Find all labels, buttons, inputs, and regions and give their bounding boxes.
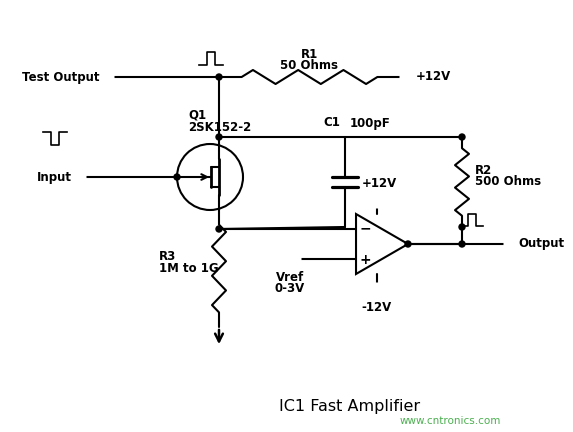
- Text: Test Output: Test Output: [22, 70, 100, 83]
- Text: 100pF: 100pF: [350, 117, 391, 130]
- Text: 1M to 1G: 1M to 1G: [159, 261, 219, 274]
- Text: Vref: Vref: [276, 271, 304, 284]
- Text: 50 Ohms: 50 Ohms: [281, 59, 339, 72]
- Text: 0-3V: 0-3V: [275, 282, 305, 295]
- Text: R3: R3: [159, 251, 176, 264]
- Text: 2SK152-2: 2SK152-2: [188, 121, 251, 134]
- Circle shape: [371, 283, 383, 295]
- Circle shape: [216, 134, 222, 140]
- Text: www.cntronics.com: www.cntronics.com: [399, 416, 501, 426]
- Text: C1: C1: [323, 117, 340, 130]
- Circle shape: [459, 241, 465, 247]
- Text: +12V: +12V: [362, 177, 397, 190]
- Circle shape: [74, 172, 85, 182]
- Text: Output: Output: [518, 238, 564, 251]
- Circle shape: [289, 254, 300, 264]
- Circle shape: [401, 72, 411, 83]
- Circle shape: [405, 241, 411, 247]
- Text: Q1: Q1: [188, 109, 206, 122]
- Circle shape: [459, 134, 465, 140]
- Text: R2: R2: [475, 164, 492, 177]
- Text: −: −: [359, 221, 371, 235]
- Circle shape: [216, 226, 222, 232]
- Circle shape: [459, 224, 465, 230]
- Text: +: +: [359, 253, 371, 267]
- Text: Input: Input: [37, 171, 72, 184]
- Text: +12V: +12V: [416, 70, 452, 83]
- Text: 500 Ohms: 500 Ohms: [475, 175, 541, 188]
- Circle shape: [174, 174, 180, 180]
- Circle shape: [216, 74, 222, 80]
- Circle shape: [103, 72, 113, 83]
- Circle shape: [371, 197, 383, 207]
- Text: IC1 Fast Amplifier: IC1 Fast Amplifier: [280, 399, 421, 414]
- Text: -12V: -12V: [362, 301, 392, 314]
- Text: R1: R1: [301, 48, 318, 61]
- Circle shape: [504, 238, 516, 250]
